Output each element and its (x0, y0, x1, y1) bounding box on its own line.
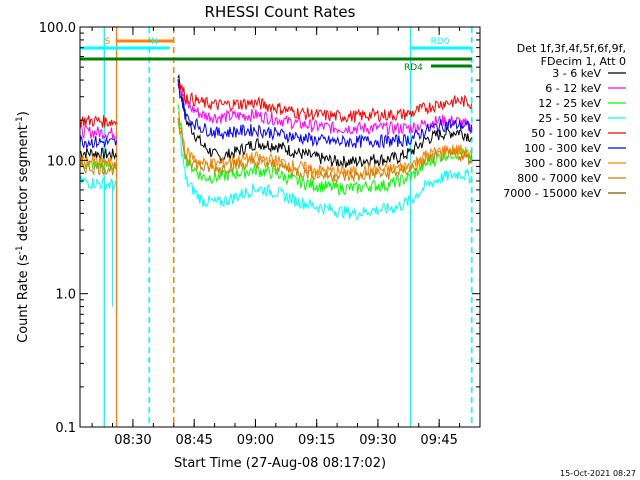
series-line (79, 117, 473, 185)
x-tick-label: 09:30 (359, 433, 396, 448)
series-line (79, 73, 473, 169)
legend: Det 1f,3f,4f,5f,6f,9f,FDecim 1, Att 03 -… (503, 42, 626, 200)
y-tick-label: 10.0 (47, 154, 76, 169)
axes: 0.1 1.0 10.0 100.0 08:30 08:45 09:00 09:15 09:30… (39, 21, 481, 448)
x-tick-label: 08:30 (114, 433, 151, 448)
plot-frame (79, 26, 481, 428)
y-tick-label: 1.0 (55, 288, 76, 303)
x-axis-label: Start Time (27-Aug-08 08:17:02) (174, 456, 386, 471)
flag-label: S (105, 37, 111, 47)
timestamp-label: 15-Oct-2021 08:27 (560, 469, 636, 478)
series-line (79, 79, 473, 141)
x-tick-label: 09:45 (420, 433, 457, 448)
x-tick-label: 08:45 (175, 433, 212, 448)
y-axis-label: Count Rate (s-1 detector segment-1) (15, 111, 31, 343)
series-line (79, 79, 473, 150)
legend-label: 300 - 800 keV (524, 157, 601, 170)
legend-header: Det 1f,3f,4f,5f,6f,9f, (517, 42, 626, 55)
chart-title: RHESSI Count Rates (205, 3, 356, 21)
series-line (79, 82, 473, 128)
legend-label: 100 - 300 keV (524, 142, 601, 155)
flag-label: RD4 (404, 63, 423, 73)
plot-area: S N RD0 RD4 (79, 27, 473, 427)
legend-label: 3 - 6 keV (552, 67, 601, 80)
y-tick-label: 0.1 (55, 421, 76, 436)
legend-label: 7000 - 15000 keV (503, 187, 601, 200)
legend-label: 50 - 100 keV (531, 127, 601, 140)
legend-header: FDecim 1, Att 0 (541, 55, 626, 68)
flag-label: N (151, 37, 158, 47)
legend-label: 12 - 25 keV (538, 97, 601, 110)
legend-label: 800 - 7000 keV (517, 172, 601, 185)
legend-label: 6 - 12 keV (545, 82, 601, 95)
legend-label: 25 - 50 keV (538, 112, 601, 125)
x-tick-label: 09:15 (298, 433, 335, 448)
flag-label: RD0 (431, 37, 450, 47)
series-line (79, 118, 473, 220)
y-tick-label: 100.0 (39, 21, 76, 36)
x-tick-label: 09:00 (237, 433, 274, 448)
